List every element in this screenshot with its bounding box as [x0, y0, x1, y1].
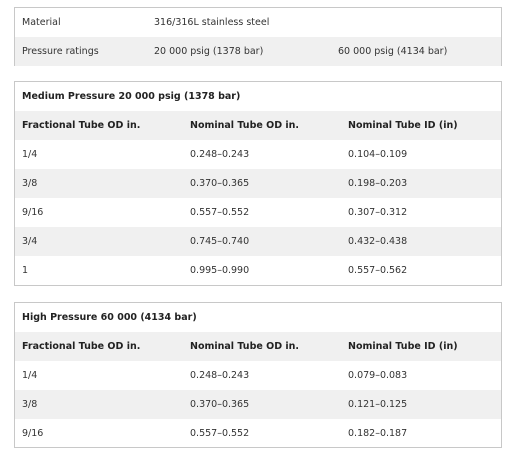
cell-nominal-id: 0.432–0.438	[348, 236, 408, 247]
high-pressure-table: High Pressure 60 000 (4134 bar) Fraction…	[14, 302, 502, 448]
column-header: Fractional Tube OD in.	[22, 120, 141, 131]
cell-fractional-od: 9/16	[22, 207, 44, 218]
cell-nominal-od: 0.248–0.243	[190, 149, 250, 160]
cell-nominal-id: 0.104–0.109	[348, 149, 408, 160]
spec-value: 60 000 psig (4134 bar)	[338, 46, 448, 57]
cell-fractional-od: 1/4	[22, 370, 38, 381]
cell-nominal-od: 0.557–0.552	[190, 207, 250, 218]
column-header: Nominal Tube ID (in)	[348, 120, 458, 131]
column-header: Nominal Tube ID (in)	[348, 341, 458, 352]
spec-label: Pressure ratings	[22, 46, 99, 57]
cell-nominal-id: 0.079–0.083	[348, 370, 408, 381]
table-title: Medium Pressure 20 000 psig (1378 bar)	[22, 91, 241, 102]
cell-fractional-od: 1	[22, 265, 29, 276]
specs-table: Material 316/316L stainless steel Pressu…	[14, 7, 502, 66]
table-row: 3/8 0.370–0.365 0.198–0.203	[15, 169, 501, 198]
cell-nominal-id: 0.121–0.125	[348, 399, 408, 410]
cell-fractional-od: 9/16	[22, 428, 44, 439]
spec-row-pressure-ratings: Pressure ratings 20 000 psig (1378 bar) …	[15, 37, 501, 66]
spec-value: 316/316L stainless steel	[154, 17, 270, 28]
cell-fractional-od: 1/4	[22, 149, 38, 160]
table-row: 1 0.995–0.990 0.557–0.562	[15, 256, 501, 285]
column-header: Fractional Tube OD in.	[22, 341, 141, 352]
table-row: 9/16 0.557–0.552 0.182–0.187	[15, 419, 501, 448]
cell-nominal-id: 0.557–0.562	[348, 265, 408, 276]
column-header: Nominal Tube OD in.	[190, 341, 300, 352]
cell-fractional-od: 3/4	[22, 236, 38, 247]
table-row: 9/16 0.557–0.552 0.307–0.312	[15, 198, 501, 227]
cell-fractional-od: 3/8	[22, 399, 38, 410]
table-title-row: High Pressure 60 000 (4134 bar)	[15, 303, 501, 332]
table-header-row: Fractional Tube OD in. Nominal Tube OD i…	[15, 111, 501, 140]
cell-fractional-od: 3/8	[22, 178, 38, 189]
cell-nominal-od: 0.370–0.365	[190, 399, 250, 410]
table-header-row: Fractional Tube OD in. Nominal Tube OD i…	[15, 332, 501, 361]
cell-nominal-id: 0.182–0.187	[348, 428, 408, 439]
cell-nominal-od: 0.995–0.990	[190, 265, 250, 276]
table-row: 1/4 0.248–0.243 0.104–0.109	[15, 140, 501, 169]
table-title-row: Medium Pressure 20 000 psig (1378 bar)	[15, 82, 501, 111]
table-title: High Pressure 60 000 (4134 bar)	[22, 312, 197, 323]
cell-nominal-id: 0.307–0.312	[348, 207, 408, 218]
cell-nominal-od: 0.248–0.243	[190, 370, 250, 381]
cell-nominal-od: 0.557–0.552	[190, 428, 250, 439]
spec-value: 20 000 psig (1378 bar)	[154, 46, 264, 57]
table-row: 3/8 0.370–0.365 0.121–0.125	[15, 390, 501, 419]
medium-pressure-table: Medium Pressure 20 000 psig (1378 bar) F…	[14, 81, 502, 286]
spec-label: Material	[22, 17, 61, 28]
spec-row-material: Material 316/316L stainless steel	[15, 8, 501, 37]
cell-nominal-od: 0.745–0.740	[190, 236, 250, 247]
column-header: Nominal Tube OD in.	[190, 120, 300, 131]
cell-nominal-od: 0.370–0.365	[190, 178, 250, 189]
cell-nominal-id: 0.198–0.203	[348, 178, 408, 189]
table-row: 3/4 0.745–0.740 0.432–0.438	[15, 227, 501, 256]
table-row: 1/4 0.248–0.243 0.079–0.083	[15, 361, 501, 390]
